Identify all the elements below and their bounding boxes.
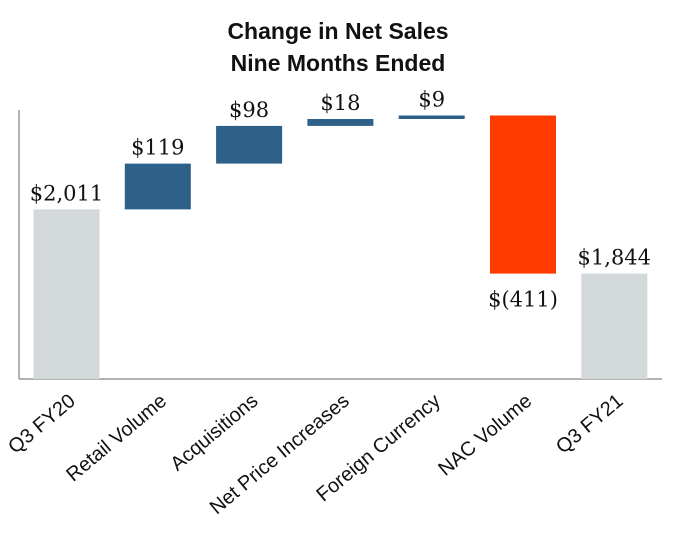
bar-0 [33, 209, 100, 379]
data-label-1: $119 [131, 136, 184, 160]
data-label-3: $18 [320, 91, 360, 115]
bar-1 [124, 163, 191, 210]
x-tick-label-0: Q3 FY20 [4, 390, 79, 458]
data-label-6: $1,844 [578, 246, 651, 270]
bar-4 [398, 115, 465, 119]
data-label-5: $(411) [488, 288, 558, 312]
bar-2 [216, 125, 283, 164]
bar-5 [490, 115, 556, 274]
data-label-4: $9 [418, 88, 445, 112]
chart-title: Change in Net Sales [227, 18, 448, 44]
data-labels-group: $2,011 $119 $98 $18 $9 $(411) $1,844 [30, 88, 651, 312]
x-tick-label-2: Acquisitions [166, 390, 262, 475]
x-tick-label-1: Retail Volume [62, 390, 171, 486]
chart-subtitle: Nine Months Ended [231, 50, 446, 76]
x-tick-label-6: Q3 FY21 [552, 390, 627, 458]
bars-group [33, 115, 648, 379]
bar-3 [307, 119, 374, 126]
bar-6 [581, 273, 648, 379]
x-tick-label-5: NAC Volume [434, 390, 536, 480]
data-label-2: $98 [229, 98, 269, 122]
data-label-0: $2,011 [30, 181, 103, 205]
